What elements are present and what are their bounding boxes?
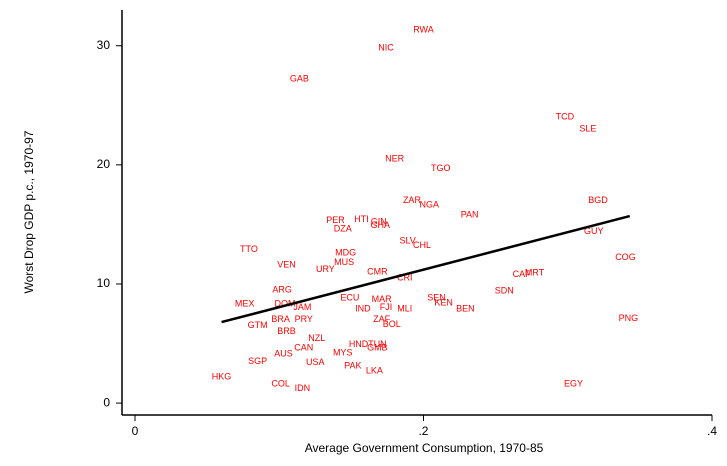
country-marker: HKG	[212, 371, 232, 381]
country-marker: FJI	[380, 302, 393, 312]
country-marker: NER	[385, 153, 405, 163]
country-marker: DZA	[334, 224, 352, 234]
country-marker: EGY	[564, 378, 583, 388]
country-marker: SDN	[495, 285, 514, 295]
x-axis-title: Average Government Consumption, 1970-85	[305, 441, 544, 455]
country-marker: RWA	[413, 25, 434, 35]
country-marker: SLV	[399, 235, 415, 245]
country-marker: BRA	[271, 314, 290, 324]
country-marker: ECU	[340, 293, 359, 303]
country-marker: PAN	[461, 209, 479, 219]
country-marker: MUS	[334, 257, 354, 267]
country-marker: COL	[271, 378, 290, 388]
country-marker: GTM	[248, 320, 268, 330]
country-marker: LKA	[366, 365, 383, 375]
country-marker: TGO	[431, 163, 451, 173]
country-marker: BEN	[456, 303, 475, 313]
country-marker: SGP	[248, 356, 267, 366]
country-marker: MDG	[335, 247, 356, 257]
country-marker: NZL	[308, 333, 325, 343]
country-marker: MEX	[235, 299, 255, 309]
country-marker: BGD	[588, 195, 608, 205]
country-marker: CAF	[513, 269, 532, 279]
country-marker: TCD	[556, 112, 575, 122]
fit-line	[221, 214, 631, 324]
country-marker: CHL	[413, 240, 431, 250]
country-marker: BOL	[383, 319, 401, 329]
y-tick-label: 30	[97, 38, 111, 52]
country-marker: PRY	[295, 314, 313, 324]
country-marker: JAM	[293, 302, 311, 312]
country-marker: GAB	[290, 73, 309, 83]
x-tick-label: 0	[132, 424, 139, 438]
country-marker: HND	[349, 339, 369, 349]
country-marker: GIN	[371, 216, 387, 226]
country-marker: TUN	[368, 339, 387, 349]
y-tick-label: 10	[97, 276, 111, 290]
y-axis-title: Worst Drop GDP p.c., 1970-97	[22, 130, 36, 293]
country-marker: KEN	[434, 297, 453, 307]
country-marker: GHA	[370, 220, 390, 230]
country-marker: MYS	[333, 347, 353, 357]
country-marker: PNG	[619, 313, 639, 323]
country-marker: NGA	[420, 200, 440, 210]
country-marker: MAR	[372, 294, 393, 304]
country-marker: COG	[615, 252, 636, 262]
country-marker: GMB	[367, 343, 388, 353]
country-marker: TTO	[240, 244, 258, 254]
country-marker: ZAF	[373, 314, 391, 324]
country-marker: IDN	[295, 383, 311, 393]
country-marker: ZAR	[403, 195, 422, 205]
country-marker: SEN	[427, 293, 446, 303]
country-marker: CMR	[367, 266, 388, 276]
country-marker: IND	[355, 303, 371, 313]
country-marker: CRI	[397, 272, 413, 282]
country-marker: DOM	[275, 299, 296, 309]
country-marker: BRB	[277, 326, 296, 336]
country-marker: PER	[326, 215, 345, 225]
country-marker: CAN	[294, 343, 313, 353]
country-marker: ARG	[272, 284, 292, 294]
country-marker: SLE	[579, 123, 596, 133]
country-marker: MLI	[397, 303, 412, 313]
x-tick-label: .2	[418, 424, 428, 438]
country-marker: NIC	[378, 42, 394, 52]
x-tick-label: .4	[707, 424, 717, 438]
country-marker: URY	[316, 264, 335, 274]
y-tick-label: 0	[103, 395, 110, 409]
country-marker: HTI	[354, 214, 369, 224]
country-marker: USA	[306, 357, 325, 367]
country-marker: AUS	[274, 349, 293, 359]
country-marker: PAK	[344, 361, 361, 371]
country-marker: MRT	[525, 268, 545, 278]
y-tick-label: 20	[97, 157, 111, 171]
country-marker: VEN	[277, 259, 296, 269]
country-marker: GUY	[584, 226, 604, 236]
